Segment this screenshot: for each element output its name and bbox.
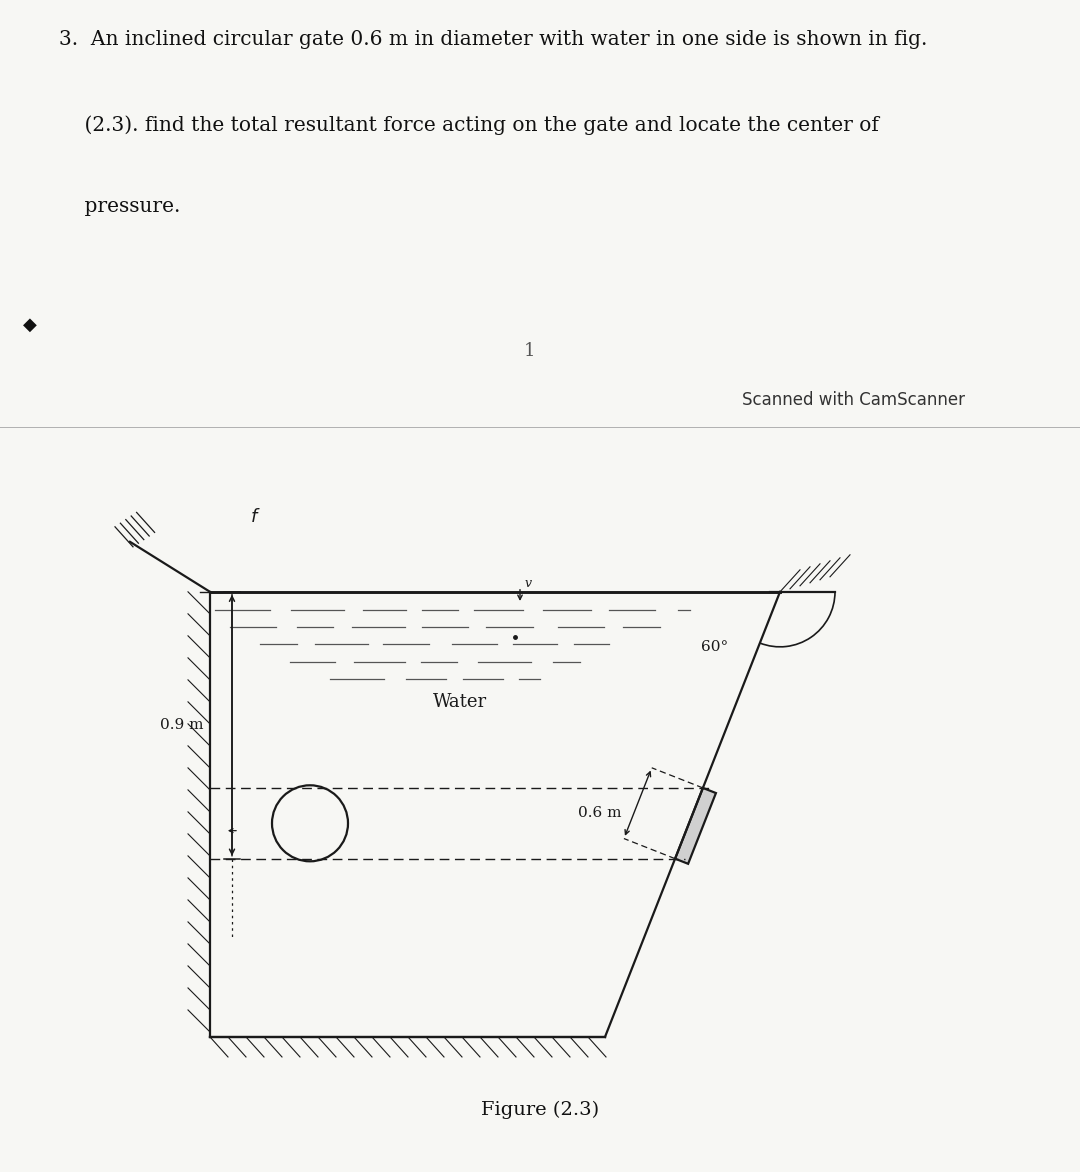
- Text: 1: 1: [524, 342, 535, 360]
- Text: 0.9 m: 0.9 m: [160, 718, 204, 732]
- Text: ◆: ◆: [24, 316, 37, 334]
- Text: (2.3). find the total resultant force acting on the gate and locate the center o: (2.3). find the total resultant force ac…: [59, 116, 879, 135]
- Text: v: v: [525, 577, 532, 590]
- Text: 3.  An inclined circular gate 0.6 m in diameter with water in one side is shown : 3. An inclined circular gate 0.6 m in di…: [59, 30, 928, 49]
- Text: Water: Water: [433, 693, 487, 711]
- Text: Scanned with CamScanner: Scanned with CamScanner: [742, 391, 964, 409]
- Text: 0.6 m: 0.6 m: [578, 806, 621, 820]
- Text: Figure (2.3): Figure (2.3): [481, 1101, 599, 1119]
- Text: pressure.: pressure.: [59, 197, 180, 216]
- Text: 60°: 60°: [701, 640, 729, 654]
- Text: $\it{f}$: $\it{f}$: [249, 507, 260, 526]
- Polygon shape: [675, 788, 716, 864]
